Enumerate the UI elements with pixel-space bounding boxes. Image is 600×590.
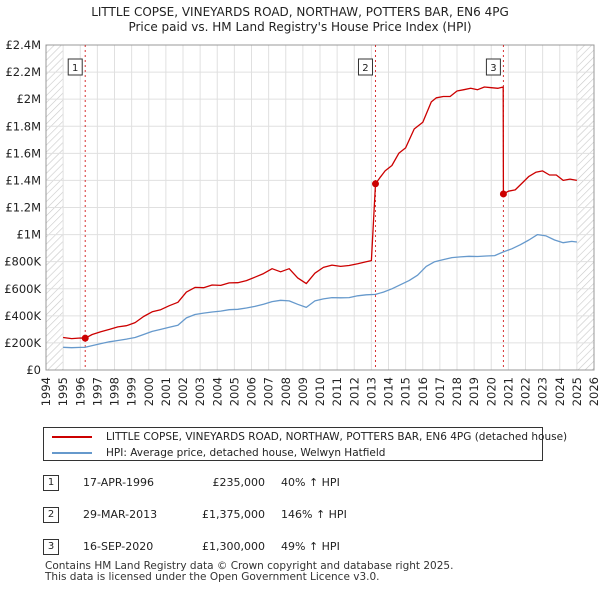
- x-tick-label: 2024: [553, 377, 567, 406]
- x-tick-label: 2023: [536, 377, 550, 406]
- chart-title-block: LITTLE COPSE, VINEYARDS ROAD, NORTHAW, P…: [0, 5, 600, 35]
- x-tick-label: 2016: [416, 377, 430, 406]
- sale-label-text: 3: [490, 63, 496, 74]
- y-tick-label: £200K: [4, 336, 41, 350]
- legend: LITTLE COPSE, VINEYARDS ROAD, NORTHAW, P…: [43, 427, 567, 461]
- y-axis-ticks: £0 £200K £400K £600K £800K £1M £1.2M £1.4M £1.6M…: [4, 38, 41, 377]
- x-tick-label: 2009: [296, 377, 310, 406]
- x-tick-label: 2004: [210, 377, 224, 406]
- x-tick-label: 2003: [193, 377, 207, 406]
- sale-number-badge: 1: [43, 475, 59, 491]
- x-tick-label: 1998: [108, 377, 122, 406]
- sale-marker-lines: [84, 45, 504, 370]
- hpi-line: [63, 233, 577, 349]
- x-tick-label: 2002: [176, 377, 190, 406]
- x-tick-label: 2001: [159, 377, 173, 406]
- sale-date: 16-SEP-2020: [83, 540, 154, 553]
- sale-price: £1,300,000: [202, 540, 265, 553]
- x-tick-label: 2014: [382, 377, 396, 406]
- sale-labels: 1 2 3: [67, 58, 501, 76]
- x-tick-label: 2017: [433, 377, 447, 406]
- x-tick-label: 1995: [56, 377, 70, 406]
- footer-copyright: Contains HM Land Registry data © Crown c…: [45, 560, 454, 572]
- x-tick-label: 2022: [519, 377, 533, 406]
- sale-point: [499, 190, 507, 198]
- sale-hpi-change: 40% ↑ HPI: [281, 476, 340, 489]
- y-tick-label: £1M: [16, 228, 41, 242]
- sale-number-badge: 2: [43, 507, 59, 523]
- sale-hpi-change: 49% ↑ HPI: [281, 540, 340, 553]
- x-tick-label: 1994: [39, 377, 53, 406]
- x-tick-label: 2018: [450, 377, 464, 406]
- legend-swatch-hpi: [52, 452, 92, 454]
- property-price-line: [63, 86, 578, 340]
- x-tick-label: 2013: [364, 377, 378, 406]
- x-tick-label: 2005: [227, 377, 241, 406]
- y-tick-label: £600K: [4, 282, 41, 296]
- y-tick-label: £2.4M: [5, 38, 41, 52]
- sale-hpi-change: 146% ↑ HPI: [281, 508, 347, 521]
- x-tick-label: 1996: [73, 377, 87, 406]
- footer-license: This data is licensed under the Open Gov…: [45, 571, 380, 583]
- x-tick-label: 2010: [313, 377, 327, 406]
- x-tick-label: 2021: [501, 377, 515, 406]
- sale-points: [81, 180, 507, 342]
- sale-row: 1 17-APR-1996 £235,000 40% ↑ HPI: [43, 472, 563, 494]
- y-tick-label: £1.6M: [5, 146, 41, 160]
- y-tick-label: £2M: [16, 92, 41, 106]
- sale-label-box: [67, 58, 83, 76]
- sale-price: £1,375,000: [202, 508, 265, 521]
- y-tick-label: £1.4M: [5, 173, 41, 187]
- x-tick-label: 1997: [90, 377, 104, 406]
- legend-label-hpi: HPI: Average price, detached house, Welw…: [106, 447, 386, 459]
- grid-lines: [45, 44, 595, 371]
- x-tick-label: 2007: [262, 377, 276, 406]
- x-tick-label: 2015: [399, 377, 413, 406]
- x-tick-label: 2012: [347, 377, 361, 406]
- sale-label-box: [357, 58, 373, 76]
- sale-date: 17-APR-1996: [83, 476, 155, 489]
- legend-swatch-property: [52, 436, 92, 438]
- y-tick-label: £1.8M: [5, 119, 41, 133]
- sale-row: 2 29-MAR-2013 £1,375,000 146% ↑ HPI: [43, 504, 563, 526]
- x-tick-label: 2025: [570, 377, 584, 406]
- x-tick-label: 2026: [587, 377, 600, 406]
- series-lines: [63, 86, 578, 349]
- y-tick-label: £0: [26, 363, 41, 377]
- sale-point: [81, 334, 89, 342]
- plot-border: [45, 44, 595, 371]
- y-tick-label: £1.2M: [5, 201, 41, 215]
- sale-date: 29-MAR-2013: [83, 508, 158, 521]
- y-tick-label: £2.2M: [5, 65, 41, 79]
- chart-subtitle: Price paid vs. HM Land Registry's House …: [128, 20, 472, 34]
- sale-number-badge: 3: [43, 539, 59, 555]
- x-tick-label: 2020: [484, 377, 498, 406]
- x-tick-label: 2000: [142, 377, 156, 406]
- legend-label-property: LITTLE COPSE, VINEYARDS ROAD, NORTHAW, P…: [106, 431, 568, 443]
- sale-price: £235,000: [212, 476, 266, 489]
- x-tick-label: 1999: [125, 377, 139, 406]
- x-tick-label: 2019: [467, 377, 481, 406]
- sale-point: [371, 180, 379, 188]
- x-tick-label: 2011: [330, 377, 344, 406]
- sale-label-box: [485, 58, 501, 76]
- sale-label-text: 1: [72, 63, 78, 74]
- y-tick-label: £400K: [4, 309, 41, 323]
- x-axis-ticks: 1994 1995 1996 1997 1998 1999 2000 2001 2002 2003…: [39, 377, 600, 406]
- x-tick-label: 2008: [279, 377, 293, 406]
- sale-row: 3 16-SEP-2020 £1,300,000 49% ↑ HPI: [43, 536, 563, 558]
- x-tick-label: 2006: [245, 377, 259, 406]
- y-tick-label: £800K: [4, 255, 41, 269]
- footer: Contains HM Land Registry data © Crown c…: [45, 561, 453, 583]
- chart-title: LITTLE COPSE, VINEYARDS ROAD, NORTHAW, P…: [91, 5, 509, 19]
- sale-label-text: 2: [362, 63, 368, 74]
